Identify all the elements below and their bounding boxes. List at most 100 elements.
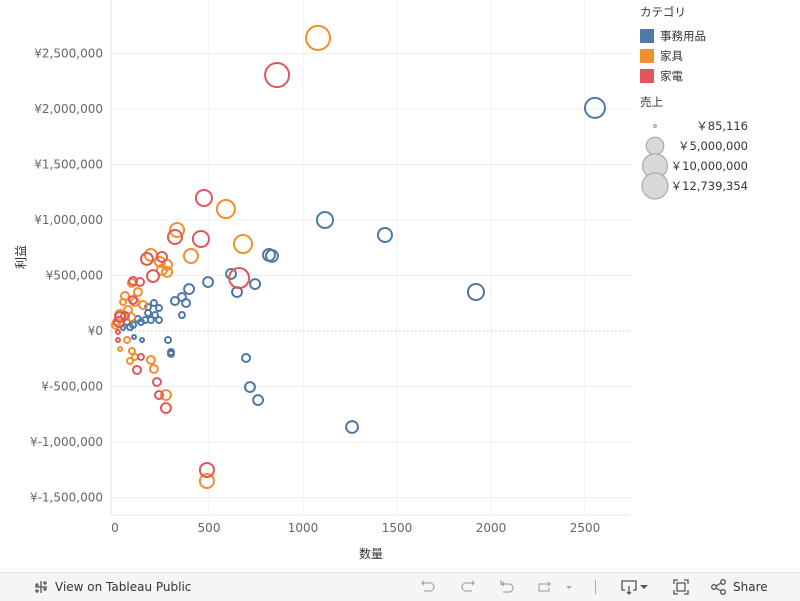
data-point [265,249,279,263]
data-point [169,221,186,239]
data-point [159,402,172,414]
data-point [202,276,215,289]
data-point [215,198,236,220]
data-point [119,298,128,307]
data-point [225,267,237,280]
data-point [466,283,485,302]
color-legend-label: 事務用品 [660,29,706,43]
data-point [232,233,254,255]
data-point [194,188,213,208]
data-point [139,336,146,343]
y-tick-label: ¥2,500,000 [34,46,103,60]
data-point [151,311,160,320]
data-point [129,321,138,329]
data-point [149,299,158,308]
fullscreen-button[interactable] [672,573,690,601]
data-point [129,297,140,308]
undo-button[interactable] [419,573,437,601]
color-swatch [640,69,654,83]
y-tick-label: ¥500,000 [46,268,103,282]
data-point [177,311,186,320]
x-tick-label: 500 [198,521,221,535]
tableau-toolbar: View on Tableau Public Share [0,572,800,601]
download-button[interactable] [620,573,648,601]
x-tick-label: 0 [111,521,119,535]
color-legend-item[interactable]: 事務用品 [640,26,748,46]
data-points [110,24,606,489]
redo-button[interactable] [459,573,477,601]
color-legend: 事務用品家具家電 [640,26,748,86]
size-legend-label: ￥5,000,000 [677,139,748,153]
y-axis-ticks: ¥2,500,000 ¥2,000,000 ¥1,500,000 ¥1,000,000… [30,46,103,504]
refresh-icon [538,581,551,592]
data-point [167,349,176,358]
data-point [183,283,196,296]
size-legend-item: ￥85,116 [640,116,748,136]
data-point [115,328,122,335]
data-point [130,333,137,340]
download-icon [621,580,648,595]
y-axis-title: 利益 [14,245,28,269]
data-point [159,389,172,402]
data-point [583,96,606,119]
data-point [114,311,127,323]
data-point [115,336,122,343]
revert-button[interactable] [498,573,516,601]
share-icon [711,579,726,595]
data-point [228,267,251,290]
view-on-tableau-public-link[interactable]: View on Tableau Public [33,573,191,601]
color-legend-label: 家具 [660,49,683,63]
data-point [249,278,262,291]
color-legend-title: カテゴリ [640,5,686,19]
x-tick-label: 2000 [476,521,507,535]
y-tick-label: ¥-1,000,000 [30,435,103,449]
data-point [117,345,124,352]
size-circle [641,172,669,200]
data-point [305,24,332,51]
color-legend-item[interactable]: 家電 [640,66,748,86]
y-tick-label: ¥-500,000 [41,380,103,394]
data-point [155,316,163,324]
y-tick-label: ¥1,000,000 [34,213,103,227]
y-tick-label: ¥0 [88,324,103,338]
legend: カテゴリ 事務用品家具家電 売上 ￥85,116 ￥5,000,000 ￥10,00… [640,4,748,200]
size-legend-item: ￥12,739,354 [640,172,748,200]
y-tick-label: ¥2,000,000 [34,102,103,116]
data-point [131,364,142,375]
size-circle-icon [641,172,669,200]
fullscreen-icon [673,579,689,595]
size-circle [645,136,665,156]
refresh-button[interactable] [535,573,553,601]
data-point [146,269,160,284]
data-point [156,263,168,276]
data-point [241,352,252,363]
revert-icon [500,580,514,593]
data-point [148,363,159,374]
redo-icon [461,580,475,592]
color-swatch [640,49,654,63]
size-legend-label: ￥12,739,354 [670,179,748,193]
data-point [138,300,149,311]
toolbar-divider [595,580,596,594]
data-point [169,296,180,307]
y-tick-label: ¥1,500,000 [34,157,103,171]
data-point [126,356,135,365]
data-point [198,461,215,478]
data-point [244,381,256,394]
data-point [166,228,183,245]
size-circle-icon [652,123,658,129]
refresh-dropdown[interactable] [564,573,574,601]
data-point [153,390,164,401]
size-legend: ￥85,116 ￥5,000,000 ￥10,000,000 ￥12,739,354 [640,116,748,200]
size-legend-title: 売上 [640,95,663,109]
data-point [191,229,210,249]
share-button[interactable]: Share [710,573,768,601]
data-point [315,210,335,230]
data-point [127,346,136,355]
size-circle [652,123,658,129]
size-legend-item: ￥10,000,000 [640,152,748,180]
data-point [128,295,139,306]
data-point [140,252,154,266]
data-point [132,287,143,298]
color-legend-item[interactable]: 家具 [640,46,748,66]
